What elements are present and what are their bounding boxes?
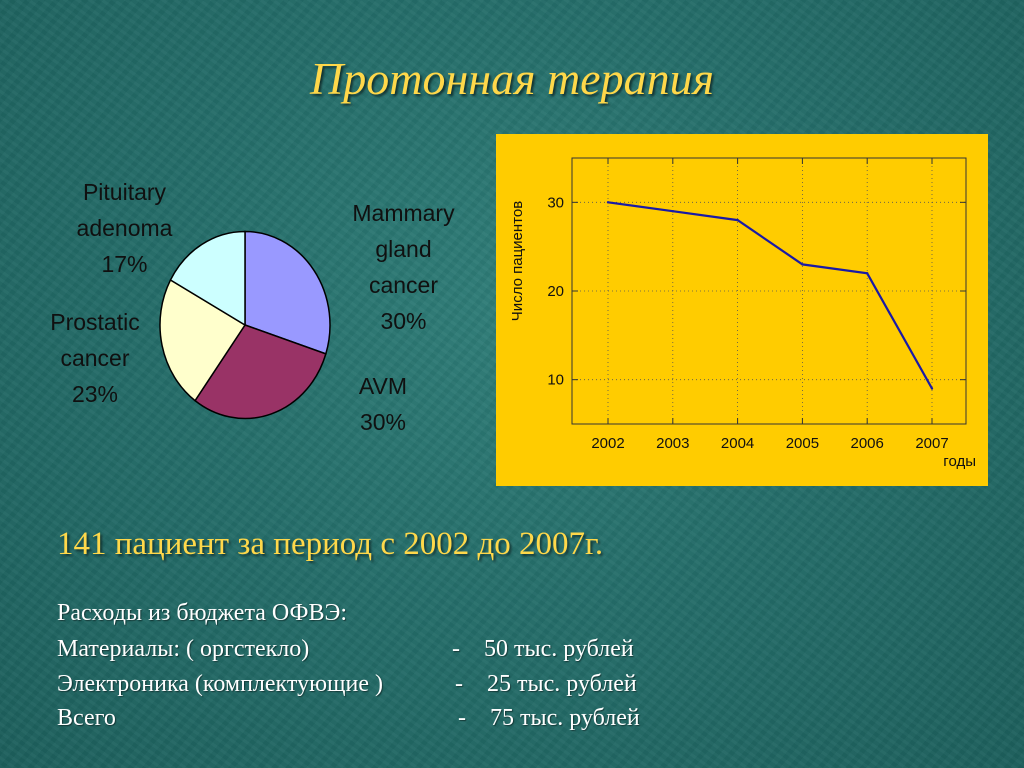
budget-row-materials-amount: 50 тыс. рублей <box>484 636 634 662</box>
x-tick-label: 2003 <box>656 435 689 452</box>
budget-row-electronics-label: Электроника (комплектующие ) <box>57 671 383 697</box>
pie-label-prostatic: Prostatic cancer 23% <box>26 304 164 412</box>
pie-label-pituitary: Pituitary adenoma 17% <box>52 174 197 282</box>
series-line-0 <box>607 201 933 390</box>
x-tick-label: 2004 <box>721 435 754 452</box>
budget-row-electronics-amount: 25 тыс. рублей <box>487 671 637 697</box>
pie-label-pituitary-line1: Pituitary <box>82 179 167 205</box>
y-tick-label: 30 <box>547 194 564 211</box>
slide-title: Протонная терапия <box>310 53 714 104</box>
budget-row-electronics-dash: - <box>455 671 463 697</box>
x-tick-label: 2007 <box>915 435 948 452</box>
data-point <box>930 387 934 390</box>
budget-heading: Расходы из бюджета ОФВЭ: <box>57 600 347 626</box>
pie-slice-3 <box>169 230 246 327</box>
pie-label-avm-line1: AVM <box>358 373 408 399</box>
budget-row-materials-dash: - <box>452 636 460 662</box>
pie-label-prostatic-line1: Prostatic <box>50 309 140 335</box>
pie-label-avm-percent: 30% <box>359 409 407 435</box>
pie-label-pituitary-percent: 17% <box>101 251 148 277</box>
data-point <box>801 263 804 266</box>
data-point <box>736 218 739 222</box>
line-chart-panel: 2002 2003 2004 2005 2006 2007 10 20 30 Число паци… <box>496 134 988 486</box>
y-tick-label: 10 <box>547 372 564 389</box>
x-axis-label: годы <box>943 453 976 470</box>
summary-text: 141 пациент за период с 2002 до 2007г. <box>57 526 604 562</box>
pie-label-mammary: Mammary gland cancer 30% <box>336 195 471 339</box>
data-point <box>606 201 610 204</box>
data-point <box>671 210 674 213</box>
pie-slice-2 <box>159 278 247 402</box>
pie-label-mammary-line3: cancer <box>368 272 439 298</box>
x-tick-label: 2002 <box>591 435 624 452</box>
budget-row-total-amount: 75 тыс. рублей <box>490 705 640 731</box>
pie-label-avm: AVM 30% <box>343 368 423 440</box>
pie-slice-0 <box>244 230 331 355</box>
budget-row-materials-label: Материалы: ( оргстекло) <box>57 636 310 662</box>
data-point <box>866 272 869 275</box>
budget-row-total-label: Всего <box>57 705 116 731</box>
pie-slice-1 <box>194 324 327 420</box>
pie-label-prostatic-line2: cancer <box>60 345 130 371</box>
pie-label-mammary-line2: gland <box>375 236 432 262</box>
budget-row-total-dash: - <box>458 705 466 731</box>
x-tick-label: 2005 <box>786 435 819 452</box>
pie-label-pituitary-line2: adenoma <box>76 215 173 241</box>
pie-label-mammary-percent: 30% <box>380 308 427 334</box>
pie-label-prostatic-percent: 23% <box>71 381 119 407</box>
y-axis-label: Число пациентов <box>509 201 526 321</box>
x-tick-label: 2006 <box>851 435 884 452</box>
y-tick-label: 20 <box>547 283 564 300</box>
line-chart: 2002 2003 2004 2005 2006 2007 10 20 30 Число паци… <box>509 157 976 470</box>
pie-chart <box>159 230 331 420</box>
pie-label-mammary-line1: Mammary <box>352 200 455 226</box>
